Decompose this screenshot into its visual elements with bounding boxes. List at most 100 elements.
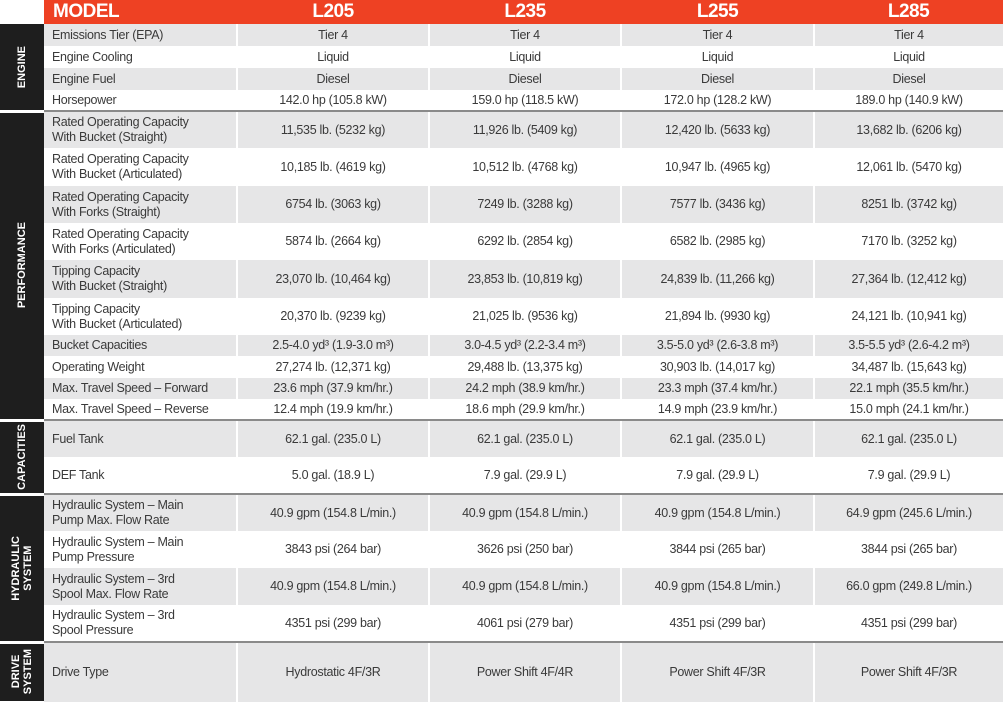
section-label-text: HYDRAULIC SYSTEM <box>10 535 34 601</box>
spec-value: Tier 4 <box>428 24 621 46</box>
spec-value: 40.9 gpm (154.8 L/min.) <box>620 494 814 531</box>
spec-value: 10,947 lb. (4965 kg) <box>620 148 814 186</box>
spec-label: Tipping Capacity With Bucket (Articulate… <box>44 298 237 335</box>
spec-label: Drive Type <box>44 642 237 702</box>
section-label-text: DRIVE SYSTEM <box>10 649 34 695</box>
spec-value: 23.3 mph (37.4 km/hr.) <box>620 378 814 399</box>
spec-value: Liquid <box>428 46 621 68</box>
spec-value: Tier 4 <box>236 24 429 46</box>
spec-value: 6754 lb. (3063 kg) <box>236 186 429 223</box>
spec-label: Hydraulic System – 3rd Spool Max. Flow R… <box>44 568 237 605</box>
table-row: Engine Fuel Diesel Diesel Diesel Diesel <box>0 68 1003 90</box>
spec-value: Power Shift 4F/4R <box>428 642 621 702</box>
spec-value: 40.9 gpm (154.8 L/min.) <box>620 568 814 605</box>
spec-value: 24,121 lb. (10,941 kg) <box>813 298 1003 335</box>
spec-value: 4351 psi (299 bar) <box>813 605 1003 643</box>
spec-value: 27,274 lb. (12,371 kg) <box>236 356 429 378</box>
spec-label: Rated Operating Capacity With Bucket (St… <box>44 111 237 148</box>
spec-value: 142.0 hp (105.8 kW) <box>236 90 429 112</box>
spec-value: 62.1 gal. (235.0 L) <box>236 420 429 457</box>
model-l205: L205 <box>237 0 429 24</box>
spec-value: 7249 lb. (3288 kg) <box>428 186 621 223</box>
spec-value: Liquid <box>236 46 429 68</box>
table-row: HYDRAULIC SYSTEM Hydraulic System – Main … <box>0 494 1003 644</box>
spec-value: 6292 lb. (2854 kg) <box>428 223 621 260</box>
spec-value: 3844 psi (265 bar) <box>813 531 1003 568</box>
table-row: Max. Travel Speed – Reverse 12.4 mph (19.… <box>0 399 1003 421</box>
spec-value: 4351 psi (299 bar) <box>236 605 429 643</box>
section-label: ENGINE <box>0 24 44 113</box>
spec-value: 11,926 lb. (5409 kg) <box>428 111 621 148</box>
spec-value: 159.0 hp (118.5 kW) <box>428 90 621 112</box>
spec-value: 40.9 gpm (154.8 L/min.) <box>236 568 429 605</box>
spec-label: Rated Operating Capacity With Forks (Art… <box>44 223 237 260</box>
spec-value: Diesel <box>620 68 814 90</box>
table-row: Tipping Capacity With Bucket (Straight) 2… <box>0 260 1003 298</box>
spec-value: 7.9 gal. (29.9 L) <box>428 457 621 495</box>
model-label: MODEL <box>44 0 237 24</box>
spec-label: Horsepower <box>44 90 237 112</box>
spec-value: 3.5-5.5 yd³ (2.6-4.2 m³) <box>813 335 1003 356</box>
spec-label: Emissions Tier (EPA) <box>44 24 237 46</box>
spec-value: 3.5-5.0 yd³ (2.6-3.8 m³) <box>620 335 814 356</box>
spec-value: 7.9 gal. (29.9 L) <box>620 457 814 495</box>
spec-value: 10,512 lb. (4768 kg) <box>428 148 621 186</box>
section-label: HYDRAULIC SYSTEM <box>0 494 44 644</box>
spec-value: 34,487 lb. (15,643 kg) <box>813 356 1003 378</box>
spec-value: 4351 psi (299 bar) <box>620 605 814 643</box>
spec-value: 7577 lb. (3436 kg) <box>620 186 814 223</box>
spec-label: Rated Operating Capacity With Forks (Str… <box>44 186 237 223</box>
spec-value: 2.5-4.0 yd³ (1.9-3.0 m³) <box>236 335 429 356</box>
spec-value: Power Shift 4F/3R <box>620 642 814 702</box>
spec-value: 21,894 lb. (9930 kg) <box>620 298 814 335</box>
spec-label: Operating Weight <box>44 356 237 378</box>
spec-value: 10,185 lb. (4619 kg) <box>236 148 429 186</box>
spec-label: Bucket Capacities <box>44 335 237 356</box>
spec-label: Rated Operating Capacity With Bucket (Ar… <box>44 148 237 186</box>
table-row: Hydraulic System – 3rd Spool Pressure 435… <box>0 605 1003 643</box>
spec-value: 12,061 lb. (5470 kg) <box>813 148 1003 186</box>
spec-label: Hydraulic System – Main Pump Max. Flow R… <box>44 494 237 531</box>
spec-value: 14.9 mph (23.9 km/hr.) <box>620 399 814 421</box>
spec-label: Fuel Tank <box>44 420 237 457</box>
header-corner <box>0 0 44 24</box>
spec-value: Tier 4 <box>620 24 814 46</box>
table-row: Rated Operating Capacity With Forks (Art… <box>0 223 1003 260</box>
spec-value: 40.9 gpm (154.8 L/min.) <box>236 494 429 531</box>
spec-value: 5874 lb. (2664 kg) <box>236 223 429 260</box>
spec-label: Max. Travel Speed – Reverse <box>44 399 237 421</box>
spec-value: 23,853 lb. (10,819 kg) <box>428 260 621 298</box>
spec-value: 18.6 mph (29.9 km/hr.) <box>428 399 621 421</box>
model-l285: L285 <box>814 0 1003 24</box>
spec-value: 6582 lb. (2985 kg) <box>620 223 814 260</box>
spec-value: 8251 lb. (3742 kg) <box>813 186 1003 223</box>
spec-value: 23.6 mph (37.9 km/hr.) <box>236 378 429 399</box>
table-row: Rated Operating Capacity With Forks (Str… <box>0 186 1003 223</box>
spec-value: Power Shift 4F/3R <box>813 642 1003 702</box>
spec-value: Liquid <box>813 46 1003 68</box>
spec-value: Diesel <box>236 68 429 90</box>
spec-value: 22.1 mph (35.5 km/hr.) <box>813 378 1003 399</box>
table-row: Hydraulic System – 3rd Spool Max. Flow R… <box>0 568 1003 605</box>
header-row: MODEL L205 L235 L255 L285 <box>0 0 1003 24</box>
table-row: ENGINE Emissions Tier (EPA) Tier 4 Tier 4 Ti… <box>0 24 1003 113</box>
spec-value: 3626 psi (250 bar) <box>428 531 621 568</box>
spec-value: 189.0 hp (140.9 kW) <box>813 90 1003 112</box>
spec-label: Engine Cooling <box>44 46 237 68</box>
spec-value: 172.0 hp (128.2 kW) <box>620 90 814 112</box>
section-label-text: ENGINE <box>16 45 28 88</box>
spec-value: 24.2 mph (38.9 km/hr.) <box>428 378 621 399</box>
spec-body: ENGINE Emissions Tier (EPA) Tier 4 Tier 4 Ti… <box>0 24 1003 704</box>
spec-value: 13,682 lb. (6206 kg) <box>813 111 1003 148</box>
spec-value: 15.0 mph (24.1 km/hr.) <box>813 399 1003 421</box>
spec-label: Hydraulic System – Main Pump Pressure <box>44 531 237 568</box>
spec-value: 5.0 gal. (18.9 L) <box>236 457 429 495</box>
spec-label: Tipping Capacity With Bucket (Straight) <box>44 260 237 298</box>
table-row: Bucket Capacities 2.5-4.0 yd³ (1.9-3.0 m³… <box>0 335 1003 356</box>
spec-value: 21,025 lb. (9536 kg) <box>428 298 621 335</box>
table-row: Operating Weight 27,274 lb. (12,371 kg) 29… <box>0 356 1003 378</box>
spec-label: DEF Tank <box>44 457 237 495</box>
spec-value: 3843 psi (264 bar) <box>236 531 429 568</box>
table-row: DRIVE SYSTEM Drive Type Hydrostatic 4F/3R P… <box>0 642 1003 704</box>
spec-value: 62.1 gal. (235.0 L) <box>428 420 621 457</box>
